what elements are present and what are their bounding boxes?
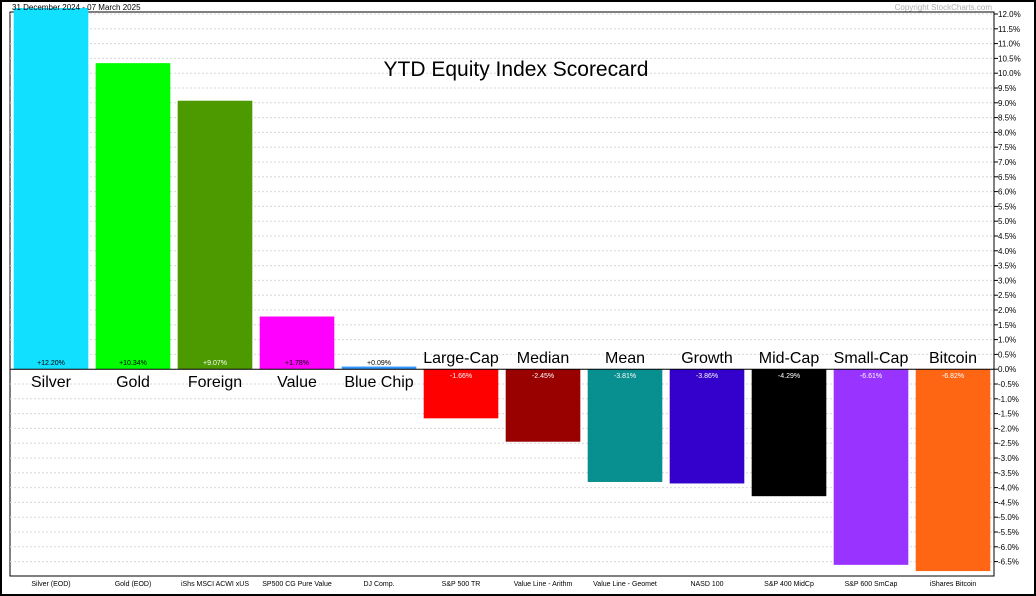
y-tick-label: -5.5%	[998, 528, 1019, 537]
y-tick-label: -3.5%	[998, 469, 1019, 478]
category-label: SP500 CG Pure Value	[262, 581, 332, 588]
data-label: -4.29%	[778, 373, 800, 380]
bar	[751, 369, 827, 497]
y-tick-label: 0.5%	[998, 350, 1016, 359]
data-label: +10.34%	[119, 360, 147, 367]
bar	[423, 369, 499, 419]
y-tick-label: 11.5%	[998, 25, 1020, 34]
bar	[833, 369, 909, 565]
bar-name-label: Gold	[116, 374, 150, 391]
y-tick-label: 4.0%	[998, 247, 1016, 256]
data-label: -3.86%	[696, 373, 718, 380]
category-label: Value Line - Arithm	[514, 581, 573, 588]
bar	[177, 100, 253, 370]
category-label: iShares Bitcoin	[930, 581, 977, 588]
data-label: -6.82%	[942, 373, 964, 380]
category-label: Gold (EOD)	[115, 581, 152, 588]
bar	[259, 316, 335, 370]
grid-lines	[10, 13, 994, 563]
bar-name-label: Mid-Cap	[759, 350, 820, 367]
bar-name-label: Foreign	[188, 374, 242, 391]
category-axis: Silver (EOD) Gold (EOD) iShs MSCI ACWI xUS…	[31, 581, 976, 588]
y-tick-label: -4.5%	[998, 498, 1019, 507]
bar	[13, 8, 89, 370]
y-tick-label: 7.5%	[998, 143, 1016, 152]
y-tick-label: 1.0%	[998, 336, 1016, 345]
data-label: -6.61%	[860, 373, 882, 380]
category-label: iShs MSCI ACWI xUS	[181, 581, 249, 588]
data-label: +12.20%	[37, 360, 65, 367]
y-tick-label: 10.5%	[998, 54, 1021, 63]
bar-name-label: Large-Cap	[423, 350, 499, 367]
data-label: -1.66%	[450, 373, 472, 380]
y-tick-label: -2.5%	[998, 439, 1019, 448]
y-tick-label: -5.0%	[998, 513, 1019, 522]
bar	[915, 369, 991, 572]
labels: +12.20% Silver +10.34% Gold +9.07% Foreign +1.…	[31, 350, 977, 391]
y-tick-label: -2.0%	[998, 424, 1019, 433]
category-label: S&P 500 TR	[442, 581, 481, 588]
bar-name-label: Growth	[681, 350, 733, 367]
category-label: S&P 400 MidCp	[764, 581, 814, 588]
bar-name-label: Blue Chip	[344, 374, 413, 391]
date-range: 31 December 2024 - 07 March 2025	[12, 3, 141, 12]
y-tick-label: 10.0%	[998, 69, 1021, 78]
bar-name-label: Small-Cap	[834, 350, 909, 367]
data-label: +1.78%	[285, 360, 309, 367]
y-tick-label: 7.0%	[998, 158, 1016, 167]
bar	[95, 63, 171, 370]
y-tick-label: 9.5%	[998, 84, 1016, 93]
y-tick-label: 2.5%	[998, 291, 1016, 300]
data-label: -2.45%	[532, 373, 554, 380]
y-tick-label: 5.0%	[998, 217, 1016, 226]
bar-name-label: Bitcoin	[929, 350, 977, 367]
y-tick-label: 8.5%	[998, 114, 1016, 123]
bar-name-label: Mean	[605, 350, 645, 367]
category-label: DJ Comp.	[363, 581, 394, 588]
y-tick-label: 9.0%	[998, 99, 1016, 108]
y-tick-label: -1.0%	[998, 395, 1019, 404]
y-tick-label: 12.0%	[998, 10, 1021, 19]
watermark: Copyright StockCharts.com	[895, 3, 993, 12]
bar-name-label: Median	[517, 350, 569, 367]
y-tick-label: -0.5%	[998, 380, 1019, 389]
y-tick-label: 4.5%	[998, 232, 1016, 241]
data-label: +0.09%	[367, 360, 391, 367]
bar	[505, 369, 581, 442]
category-label: Silver (EOD)	[31, 581, 70, 588]
y-tick-label: 2.0%	[998, 306, 1016, 315]
bar-name-label: Value	[277, 374, 317, 391]
plot-area	[9, 11, 995, 577]
category-label: S&P 600 SmCap	[845, 581, 898, 588]
data-label: -3.81%	[614, 373, 636, 380]
y-tick-label: 0.0%	[998, 365, 1016, 374]
y-tick-label: -1.5%	[998, 410, 1019, 419]
y-tick-label: 11.0%	[998, 40, 1020, 49]
y-axis: 12.0% 11.5% 11.0% 10.5% 10.0% 9.5% 9.0% 8.5% 8.0…	[994, 10, 1021, 567]
data-label: +9.07%	[203, 360, 227, 367]
y-tick-label: 6.0%	[998, 188, 1016, 197]
bar	[669, 369, 745, 484]
y-tick-label: 5.5%	[998, 202, 1016, 211]
bar	[587, 369, 663, 482]
y-tick-label: 3.0%	[998, 276, 1016, 285]
y-tick-label: 6.5%	[998, 173, 1016, 182]
y-tick-label: -6.5%	[998, 558, 1019, 567]
category-label: Value Line - Geomet	[593, 581, 657, 588]
y-tick-label: 8.0%	[998, 128, 1016, 137]
y-tick-label: -4.0%	[998, 484, 1019, 493]
category-label: NASD 100	[690, 581, 723, 588]
y-tick-label: 3.5%	[998, 262, 1016, 271]
bar-name-label: Silver	[31, 374, 72, 391]
y-tick-label: -6.0%	[998, 543, 1019, 552]
chart-title: YTD Equity Index Scorecard	[384, 58, 649, 81]
bar	[341, 366, 417, 370]
y-tick-label: -3.0%	[998, 454, 1019, 463]
bars	[13, 8, 991, 572]
y-tick-label: 1.5%	[998, 321, 1016, 330]
